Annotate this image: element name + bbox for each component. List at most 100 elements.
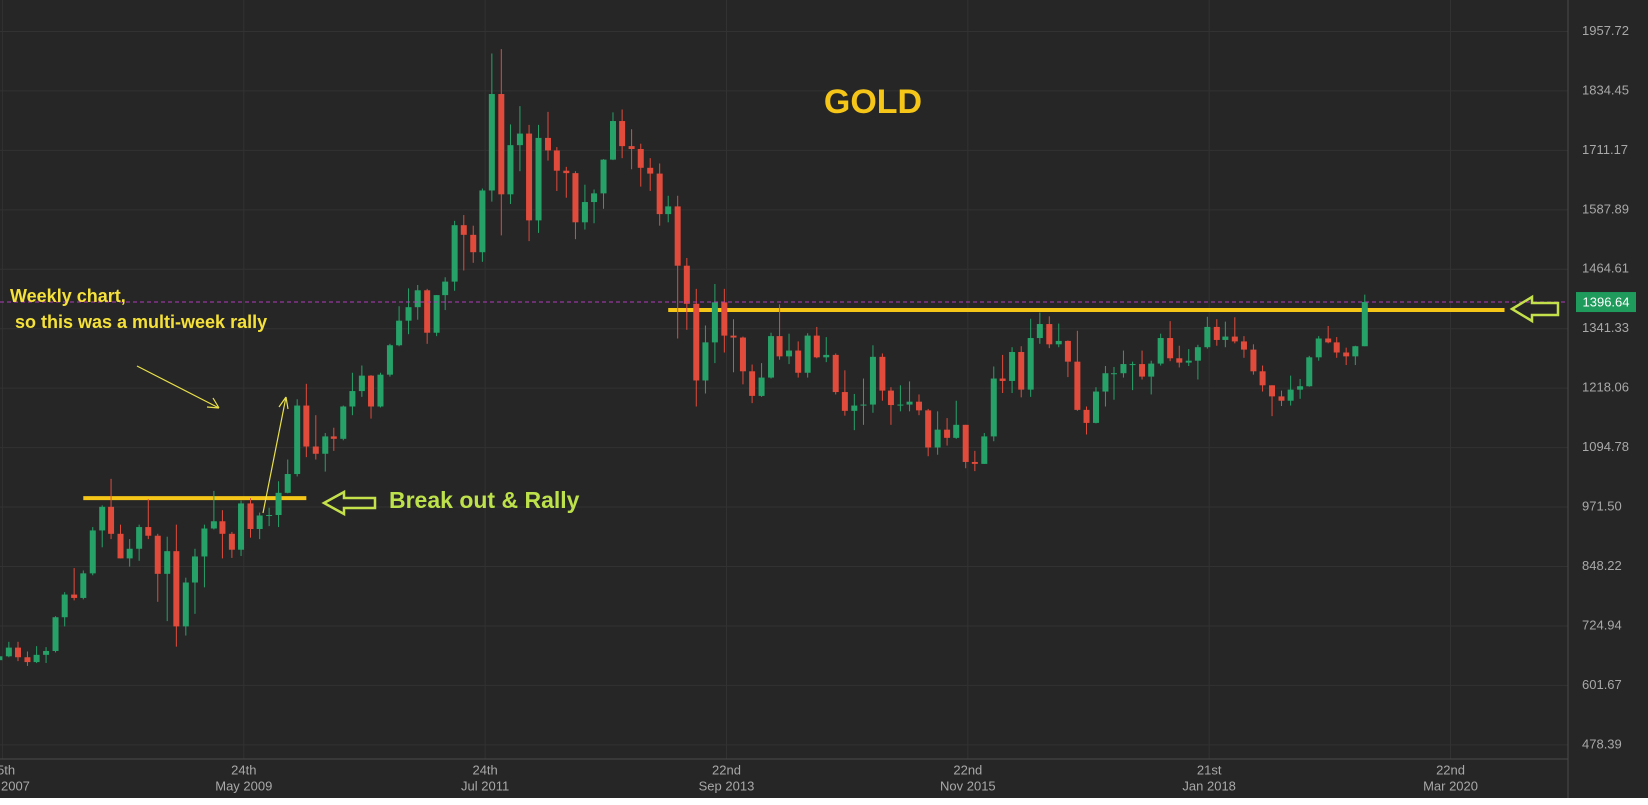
y-tick-label: 601.67 [1582,677,1622,692]
candle-body [526,133,533,221]
candle-body [24,657,31,663]
candle-body [1352,346,1359,357]
candle-body [1046,324,1053,345]
candle-body [1204,326,1211,348]
candle-body [832,354,839,393]
candle-body [1269,385,1276,397]
candle-body [405,307,412,321]
candle-body [1110,373,1117,375]
candle-body [1278,396,1285,401]
candle-body [758,377,765,396]
annotation: Weekly chart, [10,286,126,306]
candle-body [711,302,718,343]
candle-body [693,303,700,381]
y-tick-label: 1834.45 [1582,82,1629,97]
price-tag-label: 1396.64 [1583,294,1630,309]
candle-body [247,503,254,529]
candle-body [173,551,180,627]
candle-body [1148,363,1155,377]
pointer-arrow [262,396,289,514]
candle-body [1055,340,1062,345]
candle-body [498,94,505,195]
candle-body [1083,409,1090,423]
candle-body [15,647,22,658]
candle-body [823,354,830,358]
candle-body [786,350,793,357]
candle-body [1194,347,1201,361]
candle-body [609,121,616,160]
candle-body [768,336,775,378]
candle-body [591,193,598,203]
candle-body [1231,336,1238,342]
candle-body [368,375,375,407]
candle-body [721,302,728,336]
callout-arrow [321,489,377,517]
candle-body [1176,358,1183,363]
x-tick-label: 22nd [1436,762,1465,777]
candle-body [145,527,152,536]
candle-body [674,206,681,266]
callout-arrow [1509,294,1560,324]
candle-body [749,371,756,396]
candle-body [89,530,96,574]
candle-body [804,335,811,373]
candle-body [1361,302,1368,347]
x-tick-label: 21st [1197,762,1222,777]
candle-body [340,406,347,439]
candle-body [879,356,886,391]
x-tick-label: 22nd [712,762,741,777]
candle-body [442,281,449,296]
x-tick-label: Mar 2020 [1423,778,1478,793]
pointer-arrow [136,365,220,409]
candle-body [739,337,746,372]
annotation: Break out & Rally [389,487,580,513]
candle-body [1325,338,1332,343]
candle-body [776,336,783,357]
candle-body [906,401,913,405]
candle-body [256,515,263,529]
candle-body [1213,326,1220,340]
candle-body [451,225,458,282]
candle-body [1139,364,1146,377]
candle-body [1250,349,1257,372]
candle-body [683,265,690,304]
candle-body [5,647,12,657]
candle-body [1027,338,1034,390]
candle-body [358,375,365,392]
candle-body [266,515,273,517]
y-tick-label: 1587.89 [1582,201,1629,216]
candle-body [219,521,226,534]
candle-body [33,654,40,663]
x-tick-label: Jan 2018 [1182,778,1236,793]
x-tick-label: Jul 2011 [461,778,509,793]
candle-body [795,350,802,373]
x-tick-label: 22nd [953,762,982,777]
candle-body [860,404,867,406]
x-tick-label: Sep 2013 [699,778,755,793]
candle-body [303,405,310,447]
candle-body [916,401,923,411]
y-tick-label: 724.94 [1582,617,1622,632]
candle-body [164,551,171,574]
candle-body [1120,364,1127,374]
y-tick-label: 1094.78 [1582,439,1629,454]
candle-body [516,133,523,146]
candle-body [1102,373,1109,392]
candle-body [1240,341,1247,350]
candle-body [944,429,951,438]
candle-body [210,521,217,529]
candle-body [470,234,477,253]
x-tick-label: 24th [231,762,256,777]
candle-body [1009,352,1016,381]
candle-body [284,474,291,493]
candle-body [182,582,189,627]
candle-body [628,146,635,150]
candle-body [201,528,208,557]
candle-body [136,527,143,549]
candle-body [1297,386,1304,390]
candle-body [396,320,403,346]
candle-body [971,461,978,464]
candle-body [52,617,59,651]
